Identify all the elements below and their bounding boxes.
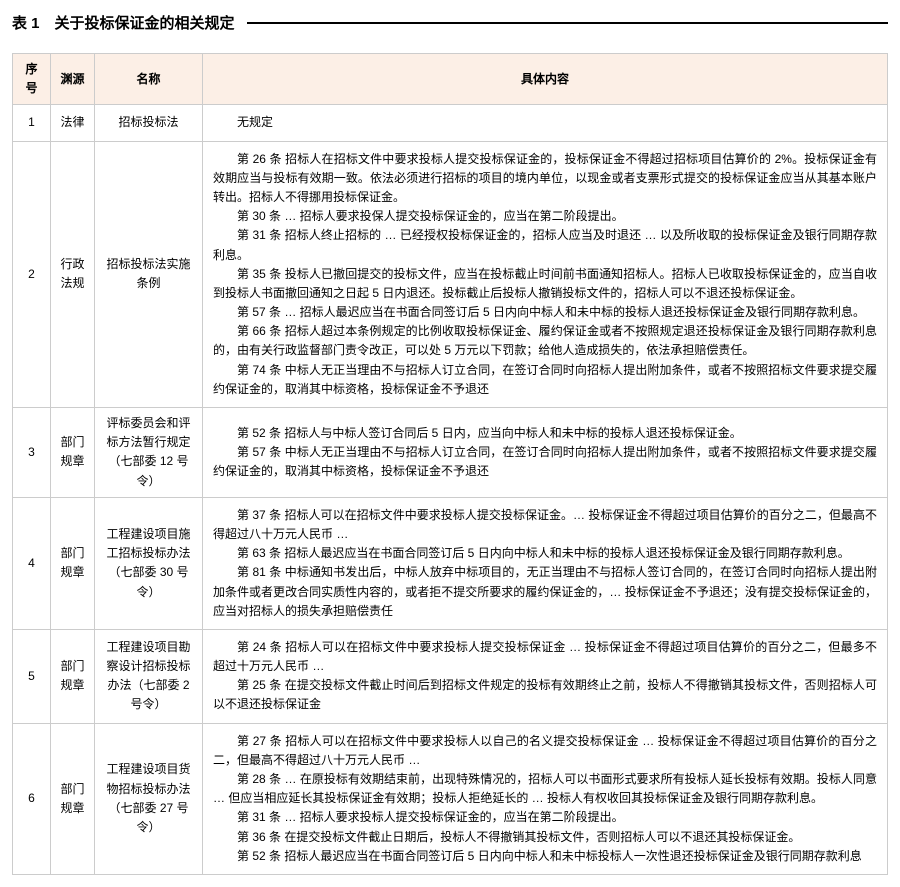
cell-name: 招标投标法实施条例 bbox=[95, 141, 203, 407]
col-source-header: 渊源 bbox=[51, 54, 95, 105]
cell-seq: 2 bbox=[13, 141, 51, 407]
table-header: 序号 渊源 名称 具体内容 bbox=[13, 54, 888, 105]
cell-content: 第 24 条 招标人可以在招标文件中要求投标人提交投标保证金 … 投标保证金不得… bbox=[203, 629, 888, 723]
col-name-header: 名称 bbox=[95, 54, 203, 105]
content-paragraph: 第 31 条 … 招标人要求投标人提交投标保证金的，应当在第二阶段提出。 bbox=[213, 808, 877, 827]
table-caption: 表 1 关于投标保证金的相关规定 bbox=[12, 12, 235, 33]
table-body: 1法律招标投标法无规定2行政法规招标投标法实施条例第 26 条 招标人在招标文件… bbox=[13, 105, 888, 875]
cell-name: 工程建设项目勘察设计招标投标办法（七部委 2 号令） bbox=[95, 629, 203, 723]
content-paragraph: 第 74 条 中标人无正当理由不与招标人订立合同，在签订合同时向招标人提出附加条… bbox=[213, 361, 877, 399]
col-seq-header: 序号 bbox=[13, 54, 51, 105]
content-paragraph: 第 52 条 招标人最迟应当在书面合同签订后 5 日内向中标人和未中标投标人一次… bbox=[213, 847, 877, 866]
content-paragraph: 第 25 条 在提交投标文件截止时间后到招标文件规定的投标有效期终止之前，投标人… bbox=[213, 676, 877, 714]
table-row: 1法律招标投标法无规定 bbox=[13, 105, 888, 141]
cell-seq: 5 bbox=[13, 629, 51, 723]
cell-content: 第 37 条 招标人可以在招标文件中要求投标人提交投标保证金。… 投标保证金不得… bbox=[203, 497, 888, 629]
content-paragraph: 第 81 条 中标通知书发出后，中标人放弃中标项目的，无正当理由不与招标人签订合… bbox=[213, 563, 877, 621]
table-caption-row: 表 1 关于投标保证金的相关规定 bbox=[12, 12, 888, 33]
cell-seq: 1 bbox=[13, 105, 51, 141]
content-paragraph: 无规定 bbox=[213, 113, 877, 132]
content-paragraph: 第 57 条 中标人无正当理由不与招标人订立合同，在签订合同时向招标人提出附加条… bbox=[213, 443, 877, 481]
content-paragraph: 第 37 条 招标人可以在招标文件中要求投标人提交投标保证金。… 投标保证金不得… bbox=[213, 506, 877, 544]
content-paragraph: 第 52 条 招标人与中标人签订合同后 5 日内，应当向中标人和未中标的投标人退… bbox=[213, 424, 877, 443]
cell-source: 部门规章 bbox=[51, 497, 95, 629]
content-paragraph: 第 30 条 … 招标人要求投保人提交投标保证金的，应当在第二阶段提出。 bbox=[213, 207, 877, 226]
cell-content: 第 26 条 招标人在招标文件中要求投标人提交投标保证金的，投标保证金不得超过招… bbox=[203, 141, 888, 407]
regulations-table: 序号 渊源 名称 具体内容 1法律招标投标法无规定2行政法规招标投标法实施条例第… bbox=[12, 53, 888, 875]
table-row: 3部门规章评标委员会和评标方法暂行规定（七部委 12 号令） 第 52 条 招标人… bbox=[13, 408, 888, 498]
content-paragraph: 第 24 条 招标人可以在招标文件中要求投标人提交投标保证金 … 投标保证金不得… bbox=[213, 638, 877, 676]
table-row: 5部门规章工程建设项目勘察设计招标投标办法（七部委 2 号令） 第 24 条 招标… bbox=[13, 629, 888, 723]
cell-seq: 4 bbox=[13, 497, 51, 629]
cell-content: 无规定 bbox=[203, 105, 888, 141]
table-row: 6部门规章工程建设项目货物招标投标办法（七部委 27 号令） 第 27 条 招标人… bbox=[13, 723, 888, 874]
content-paragraph: 第 28 条 … 在原投标有效期结束前，出现特殊情况的，招标人可以书面形式要求所… bbox=[213, 770, 877, 808]
caption-divider bbox=[247, 22, 888, 24]
content-paragraph: 第 57 条 … 招标人最迟应当在书面合同签订后 5 日内向中标人和未中标的投标… bbox=[213, 303, 877, 322]
col-content-header: 具体内容 bbox=[203, 54, 888, 105]
table-row: 4部门规章工程建设项目施工招标投标办法（七部委 30 号令） 第 37 条 招标人… bbox=[13, 497, 888, 629]
cell-seq: 6 bbox=[13, 723, 51, 874]
cell-content: 第 27 条 招标人可以在招标文件中要求投标人以自己的名义提交投标保证金 … 投… bbox=[203, 723, 888, 874]
cell-seq: 3 bbox=[13, 408, 51, 498]
content-paragraph: 第 27 条 招标人可以在招标文件中要求投标人以自己的名义提交投标保证金 … 投… bbox=[213, 732, 877, 770]
cell-source: 法律 bbox=[51, 105, 95, 141]
cell-name: 招标投标法 bbox=[95, 105, 203, 141]
content-paragraph: 第 31 条 招标人终止招标的 … 已经授权投标保证金的，招标人应当及时退还 …… bbox=[213, 226, 877, 264]
table-row: 2行政法规招标投标法实施条例第 26 条 招标人在招标文件中要求投标人提交投标保… bbox=[13, 141, 888, 407]
content-paragraph: 第 26 条 招标人在招标文件中要求投标人提交投标保证金的，投标保证金不得超过招… bbox=[213, 150, 877, 208]
content-paragraph: 第 35 条 投标人已撤回提交的投标文件，应当在投标截止时间前书面通知招标人。招… bbox=[213, 265, 877, 303]
cell-content: 第 52 条 招标人与中标人签订合同后 5 日内，应当向中标人和未中标的投标人退… bbox=[203, 408, 888, 498]
cell-source: 行政法规 bbox=[51, 141, 95, 407]
cell-source: 部门规章 bbox=[51, 408, 95, 498]
content-paragraph: 第 66 条 招标人超过本条例规定的比例收取投标保证金、履约保证金或者不按照规定… bbox=[213, 322, 877, 360]
cell-name: 工程建设项目货物招标投标办法（七部委 27 号令） bbox=[95, 723, 203, 874]
cell-name: 评标委员会和评标方法暂行规定（七部委 12 号令） bbox=[95, 408, 203, 498]
content-paragraph: 第 36 条 在提交投标文件截止日期后，投标人不得撤销其投标文件，否则招标人可以… bbox=[213, 828, 877, 847]
cell-source: 部门规章 bbox=[51, 629, 95, 723]
cell-name: 工程建设项目施工招标投标办法（七部委 30 号令） bbox=[95, 497, 203, 629]
cell-source: 部门规章 bbox=[51, 723, 95, 874]
content-paragraph: 第 63 条 招标人最迟应当在书面合同签订后 5 日内向中标人和未中标的投标人退… bbox=[213, 544, 877, 563]
